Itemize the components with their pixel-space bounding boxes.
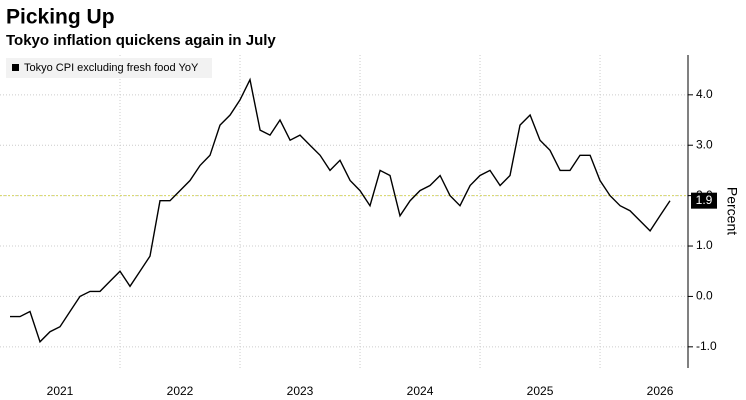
y-tick-label: 0.0 bbox=[696, 289, 713, 303]
chart-subtitle: Tokyo inflation quickens again in July bbox=[6, 32, 276, 49]
y-tick-label: -1.0 bbox=[696, 339, 717, 353]
y-tick-label: 1.0 bbox=[696, 238, 713, 252]
x-tick-label: 2022 bbox=[167, 384, 194, 398]
x-tick-label: 2021 bbox=[47, 384, 74, 398]
x-tick-label: 2026 bbox=[647, 384, 674, 398]
y-tick-label: 4.0 bbox=[696, 87, 713, 101]
y-axis-label: Percent bbox=[724, 187, 740, 235]
legend-label: Tokyo CPI excluding fresh food YoY bbox=[24, 62, 199, 74]
last-value-box bbox=[691, 192, 717, 209]
x-tick-label: 2024 bbox=[407, 384, 434, 398]
line-series bbox=[10, 77, 671, 344]
y-tick-label: 3.0 bbox=[696, 137, 713, 151]
x-tick-label: 2025 bbox=[527, 384, 554, 398]
last-value-label: 1.9 bbox=[696, 193, 713, 207]
legend-box bbox=[6, 58, 212, 78]
chart-title: Picking Up bbox=[6, 6, 115, 29]
legend-swatch bbox=[12, 64, 19, 71]
x-tick-label: 2023 bbox=[287, 384, 314, 398]
